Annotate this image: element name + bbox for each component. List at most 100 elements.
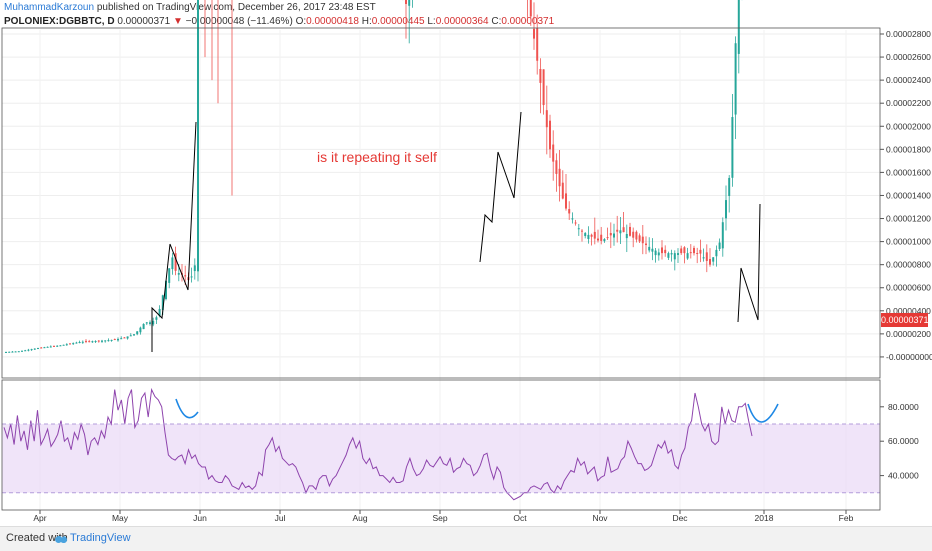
open-label: O: <box>295 16 307 27</box>
candle-body <box>638 235 641 242</box>
candle-body <box>597 238 599 241</box>
price-tick-label: 0.00001600 <box>886 167 931 177</box>
down-arrow-icon: ▼ <box>172 16 183 27</box>
candle-body <box>69 343 71 345</box>
candle-body <box>59 345 62 347</box>
change-value: −0.00000048 (−11.46%) <box>185 16 293 27</box>
candle-body <box>718 242 721 249</box>
candle-body <box>715 249 718 257</box>
rsi-arc-drawing <box>175 398 199 419</box>
candle-body <box>542 69 545 106</box>
candle-body <box>85 340 87 342</box>
candle-body <box>737 0 740 54</box>
candle-body <box>529 0 532 17</box>
candle-body <box>126 336 129 339</box>
candle-body <box>625 233 628 239</box>
rsi-arc-drawing <box>747 403 779 423</box>
price-tick-label: 0.00002400 <box>886 75 931 85</box>
time-tick-label: Dec <box>672 513 688 523</box>
price-tick-label: -0.00000000 <box>886 352 932 362</box>
created-with-text: Created with <box>6 532 68 544</box>
candle-body <box>152 320 155 325</box>
candle-body <box>104 340 107 342</box>
candle-body <box>97 340 100 342</box>
price-tick-label: 0.00000800 <box>886 260 931 270</box>
candle-body <box>545 110 548 128</box>
time-tick-label: 2018 <box>755 513 774 523</box>
candle-body <box>561 182 564 199</box>
candle-body <box>136 331 139 335</box>
candle-body <box>24 350 27 352</box>
candle-body <box>536 28 539 61</box>
candle-body <box>91 341 94 343</box>
price-tick-label: 0.00002200 <box>886 98 931 108</box>
candle-body <box>641 236 644 244</box>
time-tick-label: Jul <box>275 513 286 523</box>
candle-body <box>168 268 171 283</box>
candle-body <box>53 345 55 347</box>
last-price: 0.00000371 <box>117 16 171 27</box>
candle-body <box>11 351 14 353</box>
candle-body <box>408 0 411 6</box>
candle-body <box>142 323 145 330</box>
candle-body <box>731 117 734 178</box>
high-label: H: <box>361 16 372 27</box>
candle-body <box>657 252 660 256</box>
candle-body <box>72 343 75 345</box>
candle-body <box>161 295 164 310</box>
candle-body <box>728 177 731 196</box>
drawings <box>151 111 779 423</box>
time-tick-label: Nov <box>592 513 608 523</box>
close-value: 0.00000371 <box>501 16 555 27</box>
candle-body <box>552 144 555 162</box>
candle-body <box>78 342 81 344</box>
rsi-pane-frame <box>1 379 881 511</box>
candle-body <box>75 342 78 344</box>
candle-body <box>571 218 574 220</box>
candle-body <box>670 253 673 255</box>
candle-body <box>190 276 193 278</box>
annotation-text: is it repeating it self <box>317 149 437 165</box>
candle-body <box>696 253 699 255</box>
candle-body <box>27 349 30 351</box>
axes <box>1 27 881 511</box>
candle-body <box>622 227 625 233</box>
candle-body <box>30 349 33 351</box>
candle-body <box>171 257 174 270</box>
time-tick-label: May <box>112 513 129 523</box>
candle-body <box>94 341 97 343</box>
author-link[interactable]: MuhammadKarzoun <box>4 2 95 13</box>
candle-body <box>677 253 679 255</box>
candle-body <box>693 247 695 254</box>
candle-body <box>686 253 689 259</box>
candle-body <box>65 344 68 346</box>
candle-body <box>603 239 606 242</box>
candle-body <box>699 249 702 254</box>
open-value: 0.00000418 <box>306 16 359 27</box>
price-tick-label: 0.00000400 <box>886 306 931 316</box>
candle-body <box>184 275 187 277</box>
candle-body <box>117 338 119 341</box>
rsi-level-lines <box>2 423 880 494</box>
tradingview-link[interactable]: TradingView <box>70 532 131 544</box>
candle-body <box>14 351 17 353</box>
price-tick-label: 0.00002800 <box>886 29 931 39</box>
candle-body <box>33 348 36 350</box>
price-tick-label: 0.00000600 <box>886 283 931 293</box>
high-value: 0.00000445 <box>371 16 425 27</box>
candle-body <box>632 231 635 238</box>
candle-body <box>629 226 631 236</box>
candle-body <box>81 341 84 343</box>
chart-area[interactable]: 0.00002800 0.00002600 0.00002400 0.00002200… <box>0 0 932 526</box>
candle-body <box>683 247 686 254</box>
rsi-line <box>3 387 753 501</box>
time-tick-label: Feb <box>839 513 854 523</box>
candle-body <box>107 340 110 342</box>
candle-body <box>593 231 596 239</box>
candle-body <box>113 339 116 341</box>
candle-body <box>721 222 724 249</box>
candle-body <box>689 252 692 254</box>
candle-body <box>158 308 161 317</box>
price-tick-label: 0.00001000 <box>886 237 931 247</box>
price-pane-frame <box>1 27 881 379</box>
